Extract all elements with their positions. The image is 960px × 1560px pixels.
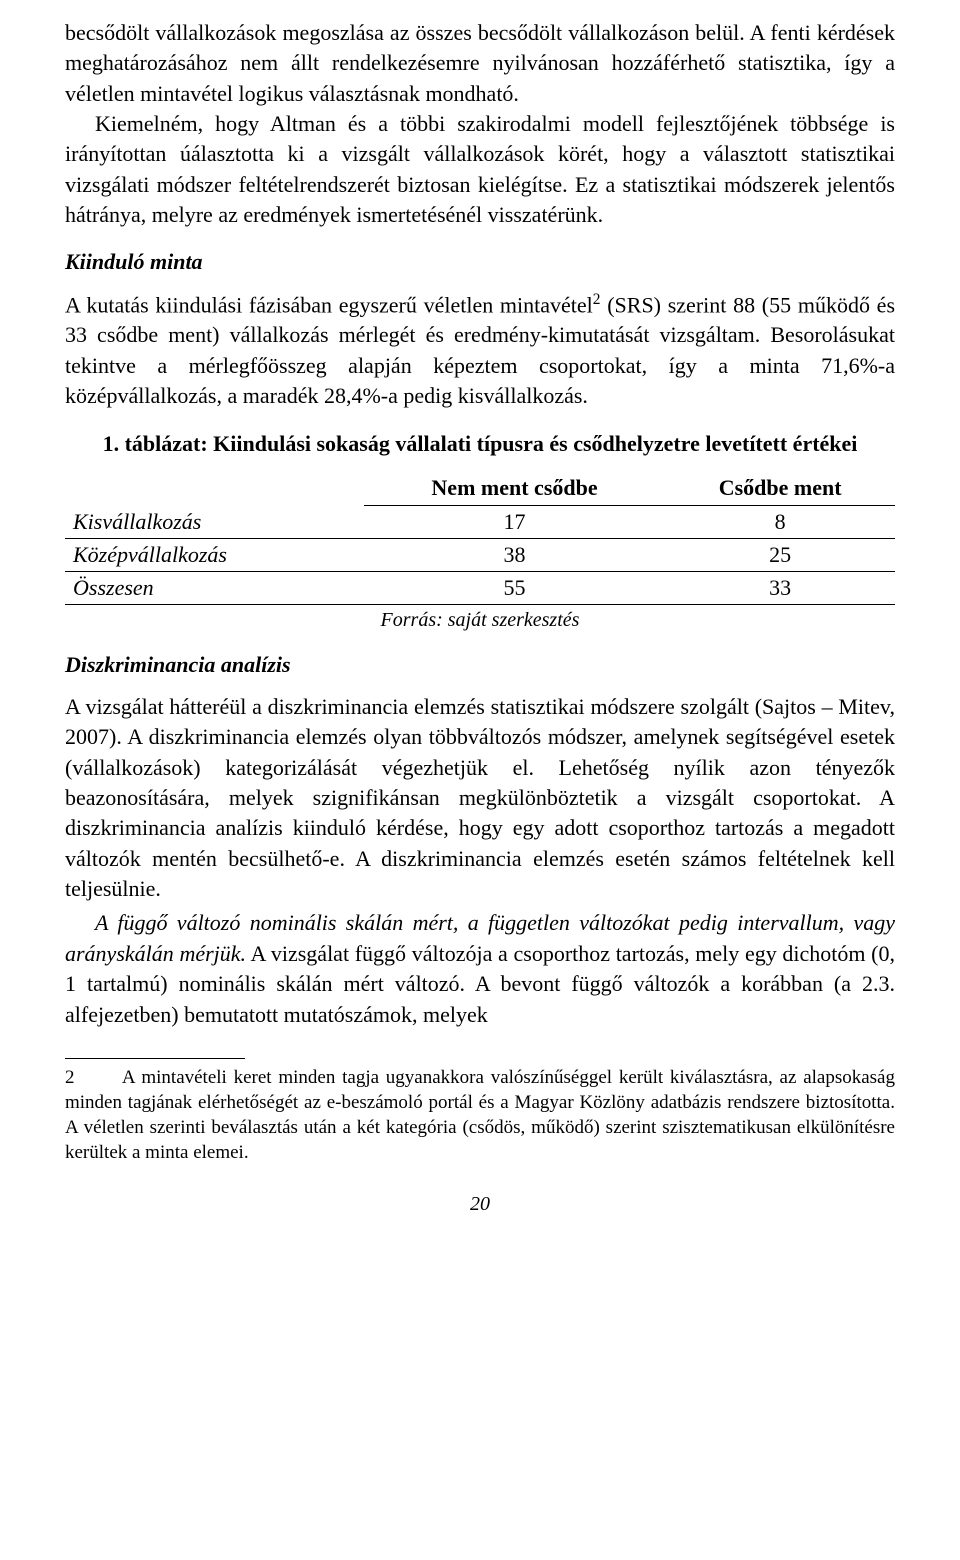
paragraph-3-prefix: A kutatás kiindulási fázisában egyszerű …: [65, 292, 593, 317]
cell-value: 17: [364, 505, 665, 538]
row-label: Kisvállalkozás: [65, 505, 364, 538]
table-row: Középvállalkozás 38 25: [65, 538, 895, 571]
cell-value: 55: [364, 571, 665, 604]
page-number: 20: [65, 1193, 895, 1216]
footnote-marker: 2: [65, 1067, 75, 1088]
table-header-col2: Csődbe ment: [665, 471, 895, 506]
data-table: Nem ment csődbe Csődbe ment Kisvállalkoz…: [65, 471, 895, 605]
row-label: Összesen: [65, 571, 364, 604]
table-header-col1: Nem ment csődbe: [364, 471, 665, 506]
footnote-2: 2 A mintavételi keret minden tagja ugyan…: [65, 1065, 895, 1165]
paragraph-1: becsődölt vállalkozások megoszlása az ös…: [65, 18, 895, 109]
table-row: Kisvállalkozás 17 8: [65, 505, 895, 538]
paragraph-5: A függő változó nominális skálán mért, a…: [65, 908, 895, 1029]
footnote-separator: [65, 1058, 245, 1059]
cell-value: 38: [364, 538, 665, 571]
table-header-empty: [65, 471, 364, 506]
cell-value: 8: [665, 505, 895, 538]
table-source: Forrás: saját szerkesztés: [65, 609, 895, 632]
paragraph-2: Kiemelném, hogy Altman és a többi szakir…: [65, 109, 895, 230]
cell-value: 33: [665, 571, 895, 604]
heading-kiindulo-minta: Kiinduló minta: [65, 249, 895, 275]
footnote-text: A mintavételi keret minden tagja ugyanak…: [65, 1067, 895, 1163]
table-header-row: Nem ment csődbe Csődbe ment: [65, 471, 895, 506]
cell-value: 25: [665, 538, 895, 571]
table-row: Összesen 55 33: [65, 571, 895, 604]
paragraph-3: A kutatás kiindulási fázisában egyszerű …: [65, 289, 895, 412]
page: becsődölt vállalkozások megoszlása az ös…: [0, 0, 960, 1256]
footnote-ref-2: 2: [593, 291, 601, 308]
table-caption: 1. táblázat: Kiindulási sokaság vállalat…: [65, 429, 895, 459]
paragraph-4: A vizsgálat hátteréül a diszkriminancia …: [65, 692, 895, 905]
row-label: Középvállalkozás: [65, 538, 364, 571]
heading-diszkriminancia: Diszkriminancia analízis: [65, 652, 895, 678]
